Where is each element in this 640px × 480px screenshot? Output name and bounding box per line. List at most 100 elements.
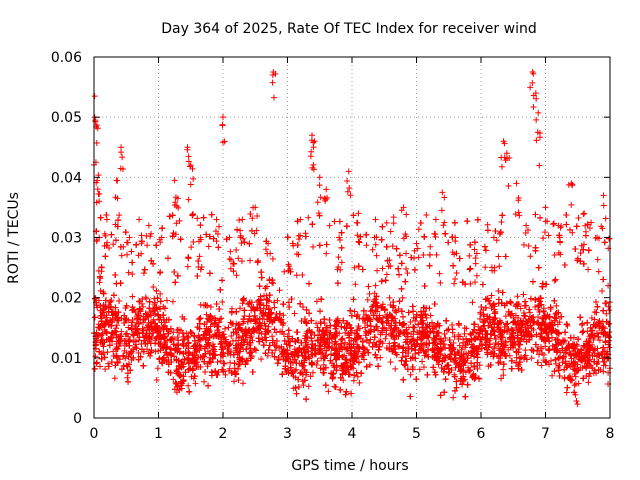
- data-point: [185, 333, 192, 340]
- data-point: [571, 382, 578, 389]
- data-point: [600, 368, 607, 375]
- data-point: [194, 215, 201, 222]
- data-point: [122, 331, 129, 338]
- data-point: [240, 380, 247, 387]
- data-point: [403, 250, 410, 257]
- data-point: [606, 344, 613, 351]
- data-point: [383, 219, 390, 226]
- data-point: [442, 335, 449, 342]
- data-point: [435, 361, 442, 368]
- data-point: [407, 371, 414, 378]
- data-point: [104, 349, 111, 356]
- data-point: [592, 298, 599, 305]
- data-point: [204, 363, 211, 370]
- data-point: [129, 293, 136, 300]
- data-point: [201, 378, 208, 385]
- data-point: [214, 358, 221, 365]
- data-point: [216, 332, 223, 339]
- data-point: [579, 329, 586, 336]
- data-point: [301, 335, 308, 342]
- data-point: [484, 221, 491, 228]
- data-point: [443, 327, 450, 334]
- data-point: [339, 335, 346, 342]
- data-point: [323, 250, 330, 257]
- data-point: [149, 305, 156, 312]
- data-point: [233, 246, 240, 253]
- data-point: [586, 225, 593, 232]
- data-point: [553, 302, 560, 309]
- data-point: [575, 215, 582, 222]
- data-point: [545, 232, 552, 239]
- data-point: [516, 212, 523, 219]
- data-point: [564, 322, 571, 329]
- data-point: [153, 377, 160, 384]
- chart-title: Day 364 of 2025, Rate Of TEC Index for r…: [161, 21, 536, 37]
- data-point: [491, 345, 498, 352]
- data-point: [451, 280, 458, 287]
- data-point: [474, 365, 481, 372]
- data-point: [309, 243, 316, 250]
- data-point: [309, 369, 316, 376]
- data-point: [364, 346, 371, 353]
- data-point: [493, 237, 500, 244]
- data-point: [238, 258, 245, 265]
- data-point: [386, 340, 393, 347]
- data-point: [237, 305, 244, 312]
- data-point: [125, 324, 132, 331]
- data-point: [313, 298, 320, 305]
- data-point: [363, 242, 370, 249]
- data-point: [498, 375, 505, 382]
- data-point: [590, 336, 597, 343]
- data-point: [599, 287, 606, 294]
- data-point: [173, 342, 180, 349]
- data-point: [235, 377, 242, 384]
- data-point: [154, 365, 161, 372]
- data-point: [248, 299, 255, 306]
- data-point: [561, 375, 568, 382]
- data-point: [188, 244, 195, 251]
- data-point: [172, 379, 179, 386]
- data-point: [552, 360, 559, 367]
- data-point: [367, 336, 374, 343]
- data-point: [192, 380, 199, 387]
- data-point: [407, 319, 414, 326]
- data-point: [475, 323, 482, 330]
- data-point: [462, 369, 469, 376]
- data-point: [498, 219, 505, 226]
- data-point: [450, 394, 457, 401]
- data-point: [314, 357, 321, 364]
- data-point: [170, 329, 177, 336]
- data-point: [495, 287, 502, 294]
- data-point: [549, 372, 556, 379]
- data-point: [123, 349, 130, 356]
- data-point: [176, 348, 183, 355]
- data-point: [574, 401, 581, 408]
- data-point: [144, 346, 151, 353]
- data-point: [281, 268, 288, 275]
- data-point: [542, 343, 549, 350]
- data-point: [205, 243, 212, 250]
- data-point: [185, 382, 192, 389]
- data-point: [164, 297, 171, 304]
- data-point: [386, 294, 393, 301]
- data-point: [532, 304, 539, 311]
- data-point: [170, 376, 177, 383]
- data-point: [344, 321, 351, 328]
- data-point: [588, 315, 595, 322]
- data-point: [157, 290, 164, 297]
- data-point: [427, 312, 434, 319]
- data-point: [566, 350, 573, 357]
- data-point: [150, 316, 157, 323]
- data-point: [269, 255, 276, 262]
- data-point: [184, 263, 191, 270]
- data-point: [500, 372, 507, 379]
- data-point: [102, 366, 109, 373]
- data-point: [124, 374, 131, 381]
- data-point: [389, 243, 396, 250]
- data-point: [337, 345, 344, 352]
- data-point: [423, 212, 430, 219]
- data-point: [356, 379, 363, 386]
- data-point: [350, 377, 357, 384]
- data-point: [544, 334, 551, 341]
- data-point: [408, 330, 415, 337]
